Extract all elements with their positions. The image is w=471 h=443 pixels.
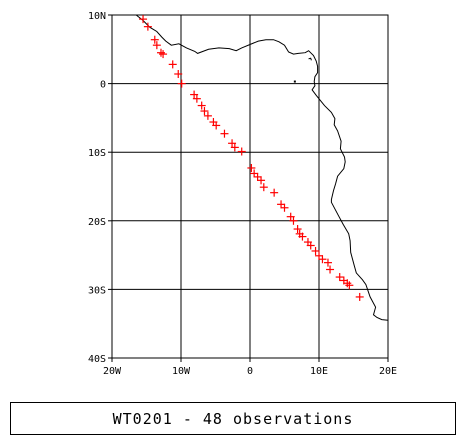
observation-marker (168, 60, 177, 69)
x-tick-label: 0 (247, 366, 253, 377)
observation-marker (237, 147, 246, 156)
x-tick-label: 10W (172, 366, 191, 377)
y-tick-label: 10S (88, 148, 106, 159)
coastline (135, 14, 389, 321)
x-tick-label: 10E (310, 366, 328, 377)
y-tick-label: 10N (88, 11, 106, 22)
y-tick-labels: 10N 0 10S 20S 30S 40S (88, 11, 112, 365)
observation-marker (139, 15, 148, 24)
observation-marker (270, 188, 279, 197)
observation-marker (286, 212, 295, 221)
observation-marker (259, 183, 268, 192)
observation-marker (355, 292, 364, 301)
island-dot (293, 80, 296, 83)
observation-marker (293, 225, 302, 234)
grid-lines (112, 15, 388, 358)
observation-marker (289, 216, 298, 225)
x-tick-label: 20W (103, 366, 122, 377)
y-tick-label: 40S (88, 354, 106, 365)
observation-marker (306, 241, 315, 250)
observation-marker (257, 176, 266, 185)
observation-marker (298, 232, 307, 241)
observation-marker (315, 251, 323, 260)
caption-box: WT0201 - 48 observations (10, 402, 456, 435)
observation-marker (197, 101, 206, 110)
observation-marker (280, 203, 289, 212)
y-tick-label: 20S (88, 217, 106, 228)
observation-marker (335, 273, 344, 282)
x-tick-label: 20E (379, 366, 397, 377)
observation-marker (318, 255, 327, 264)
y-tick-label: 30S (88, 285, 106, 296)
observation-marker (311, 246, 320, 255)
observation-marker (174, 69, 183, 78)
observation-marker (247, 163, 256, 172)
y-tick-label: 0 (100, 80, 106, 91)
x-tick-labels: 20W 10W 0 10E 20E (103, 358, 397, 377)
observation-marker (326, 265, 335, 274)
observation-marker (323, 258, 332, 267)
observation-marker (277, 200, 286, 209)
observation-marker (253, 172, 262, 181)
observation-marker (230, 143, 239, 152)
coastline-africa (135, 14, 389, 321)
observation-marker (220, 129, 229, 138)
observation-marker (200, 107, 209, 116)
observation-marker (212, 121, 221, 130)
observation-marker (156, 48, 165, 57)
map-plot: 20W 10W 0 10E 20E 10N 0 10S 20S 30S 40S (88, 11, 397, 377)
coastline-island (308, 57, 312, 61)
caption-text: WT0201 - 48 observations (112, 409, 354, 428)
observation-marker (159, 50, 168, 59)
observation-marker (177, 79, 186, 88)
observation-marker (150, 35, 159, 44)
observation-marker (192, 94, 201, 103)
observation-marker (345, 281, 354, 290)
observation-marker (250, 169, 259, 178)
observation-marker (143, 22, 152, 31)
observation-markers (139, 15, 364, 301)
observation-marker (203, 111, 212, 120)
observation-marker (228, 139, 237, 148)
observation-marker (152, 41, 161, 50)
observation-marker (190, 90, 199, 99)
